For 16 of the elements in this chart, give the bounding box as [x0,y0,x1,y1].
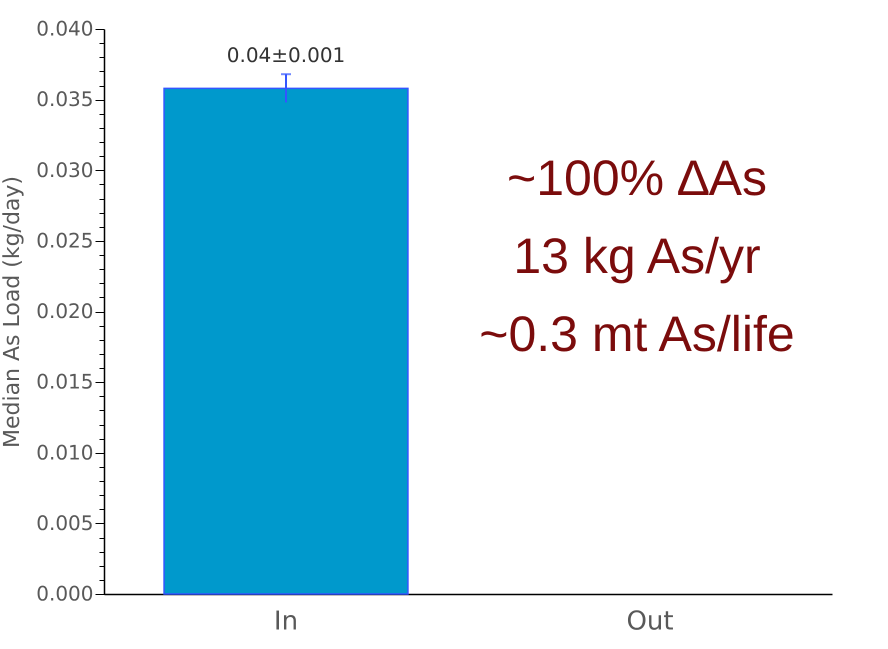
annotation: ~100% ∆As [507,150,767,206]
y-tick-label: 0.000 [36,582,94,606]
y-tick-label: 0.020 [36,299,94,323]
y-tick-label: 0.010 [36,440,94,464]
data-label: 0.04±0.001 [226,43,346,68]
y-tick-label: 0.005 [36,510,94,535]
annotation: ~0.3 mt As/life [479,306,795,362]
x-tick-label: Out [626,606,674,636]
y-tick-label: 0.030 [36,158,94,182]
y-tick-label: 0.035 [36,87,94,112]
y-tick-label: 0.025 [36,228,94,252]
y-axis-title: Median As Load (kg/day) [0,176,26,448]
y-tick-label: 0.040 [36,16,94,40]
annotation: 13 kg As/yr [513,228,761,284]
x-tick-label: In [274,606,298,636]
y-tick-label: 0.015 [36,370,94,394]
